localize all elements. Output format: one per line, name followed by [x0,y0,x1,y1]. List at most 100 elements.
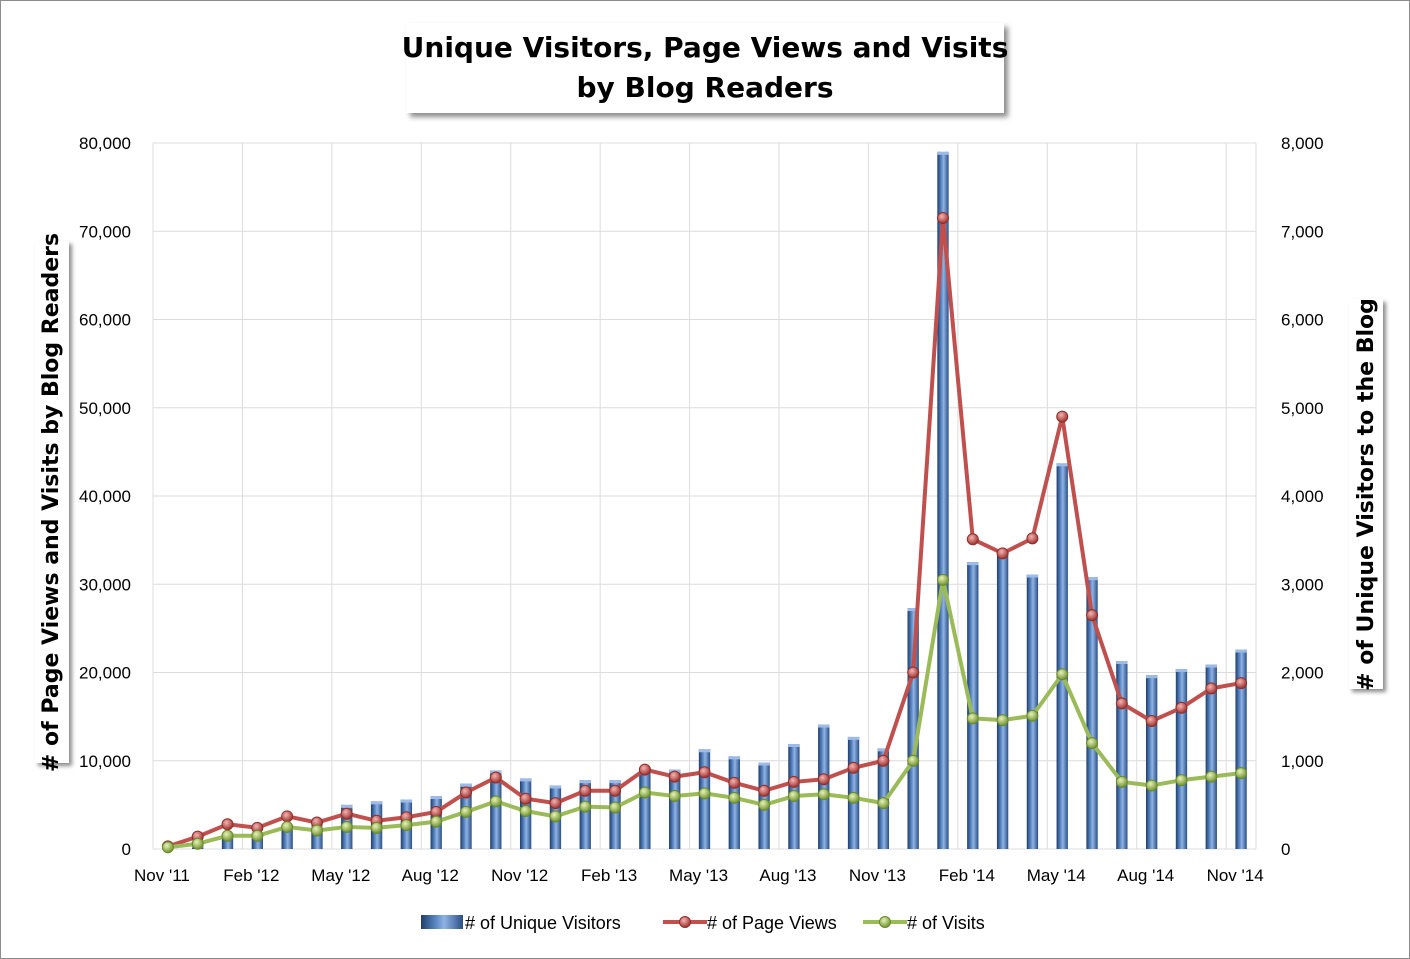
y-tick-left: 20,000 [79,664,131,683]
y-tick-left: 50,000 [79,399,131,418]
bar-unique-visitors [1205,664,1217,849]
y-tick-right: 5,000 [1281,399,1324,418]
bar-unique-visitors [311,825,323,849]
marker-page-views [817,773,830,786]
bar-unique-visitors [400,799,413,849]
bar-cap [221,835,234,839]
chart-title-line-1: Unique Visitors, Page Views and Visits [401,31,1009,64]
bar-cap [1235,649,1247,653]
bar-cap [1205,664,1217,668]
marker-visits [1145,779,1158,792]
y-axis-left-title-text: # of Page Views and Visits by Blog Reade… [39,232,65,772]
legend-marker-visits [879,916,891,928]
marker-visits [1056,668,1069,681]
bar-cap [1175,668,1188,672]
marker-visits [281,820,294,833]
y-tick-left: 80,000 [79,134,131,153]
legend: # of Unique Visitors # of Page Views # of … [421,913,985,933]
marker-page-views [430,805,443,818]
bar-cap [1116,661,1128,665]
marker-page-views [310,816,323,829]
marker-page-views [936,212,949,225]
bar-unique-visitors [519,778,532,849]
marker-visits [1086,737,1099,750]
bar-unique-visitors [1086,577,1098,849]
bar-cap [192,844,204,848]
x-tick: Aug '14 [1117,866,1174,885]
bar-unique-visitors [490,770,502,849]
bar-unique-visitors [639,769,651,849]
bar-cap [430,796,442,800]
bar-unique-visitors [698,749,711,849]
bar-cap [579,780,591,784]
chart-title-line-2: by Blog Readers [576,71,834,104]
bar-cap [162,846,174,850]
bar-unique-visitors [996,550,1009,849]
marker-visits [161,841,174,854]
bar-unique-visitors [281,825,293,849]
bar-cap [758,762,770,766]
y-tick-left: 10,000 [79,752,131,771]
x-tick: Nov '11 [134,866,190,885]
marker-page-views [877,754,890,767]
y-tick-left: 0 [122,840,131,859]
marker-page-views [340,807,353,820]
marker-visits [579,800,592,813]
chart-title: Unique Visitors, Page Views and Visits b… [402,23,1008,113]
bar-unique-visitors [1145,675,1158,849]
marker-visits [430,815,443,828]
marker-page-views [519,792,532,805]
bar-unique-visitors [549,785,562,849]
marker-page-views [191,830,204,843]
marker-page-views [609,784,622,797]
bar-cap [549,785,562,789]
marker-visits [519,805,532,818]
marker-page-views [668,770,681,783]
marker-page-views [638,763,651,776]
x-tick: Nov '13 [849,866,906,885]
bar-cap [996,550,1009,554]
bar-cap [519,778,532,782]
marker-page-views [907,666,920,679]
legend-label: # of Page Views [707,913,837,933]
x-tick: Nov '14 [1207,866,1264,885]
x-tick: Feb '12 [223,866,279,885]
marker-page-views [847,761,860,774]
bar-unique-visitors [370,801,383,849]
marker-page-views [966,533,979,546]
marker-page-views [400,811,413,824]
bar-unique-visitors [967,562,979,849]
bar-cap [281,825,293,829]
marker-page-views [1235,677,1248,690]
marker-visits [221,829,234,842]
x-tick: May '13 [669,866,728,885]
grid-lines [152,142,1257,850]
marker-visits [1235,767,1248,780]
line-visits [167,577,1242,850]
y-axis-right-title: # of Unique Visitors to the Blog [1349,297,1383,691]
bar-unique-visitors [758,762,770,849]
marker-page-views [996,547,1009,560]
marker-page-views [1056,410,1069,423]
x-tick: Aug '13 [759,866,816,885]
bar-cap [967,562,979,566]
y-axis-right-title-text: # of Unique Visitors to the Blog [1353,297,1379,691]
marker-visits [698,787,711,800]
legend-swatch-unique-visitors [421,915,463,929]
bar-cap [639,769,651,773]
bar-unique-visitors [460,783,472,849]
marker-visits [817,788,830,801]
bar-unique-visitors [162,846,174,849]
legend-label: # of Visits [907,913,985,933]
x-tick: Nov '12 [491,866,548,885]
marker-page-views [489,771,502,784]
marker-page-views [1145,715,1158,728]
bar-unique-visitors [251,835,264,849]
marker-page-views [579,784,592,797]
bar-unique-visitors [818,724,830,849]
x-tick: May '12 [311,866,370,885]
marker-visits [191,837,204,850]
bar-unique-visitors [1235,649,1247,849]
bar-cap [1086,577,1098,581]
bar-unique-visitors [192,844,204,849]
